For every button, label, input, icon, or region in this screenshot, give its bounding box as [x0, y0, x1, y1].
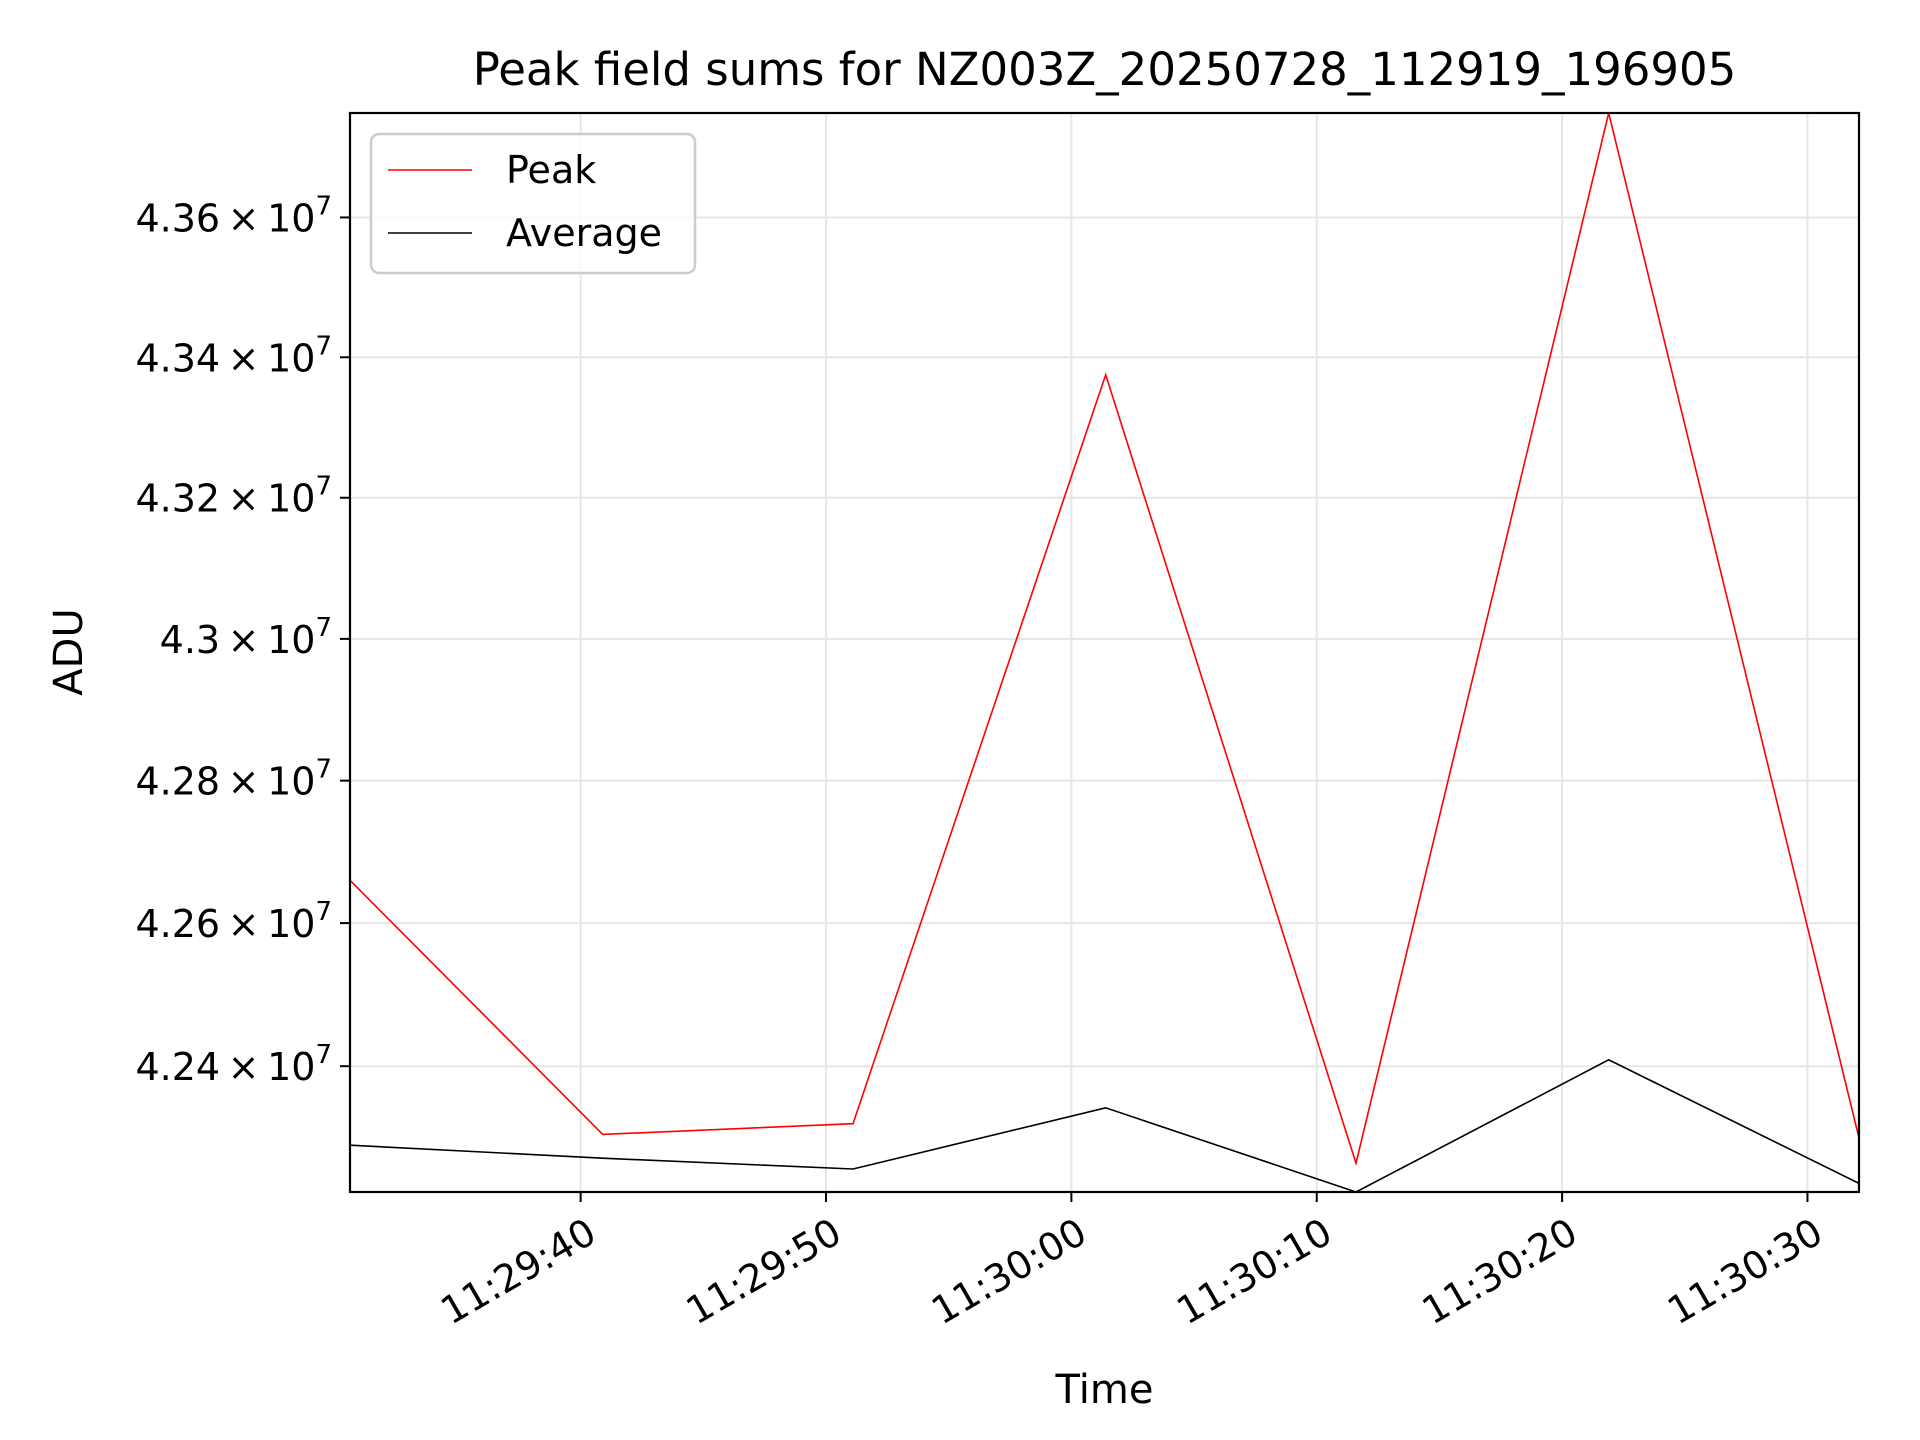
data-point-average-3: [1104, 1106, 1108, 1110]
y-tick-label-4-28: 4.28 × 107: [135, 755, 332, 804]
y-tick-label-4-36: 4.36 × 107: [135, 191, 332, 240]
data-point-average-1: [601, 1156, 605, 1160]
series-line-average: [349, 1058, 1860, 1193]
data-point-peak-2: [851, 1122, 855, 1126]
plot-area-background: [350, 113, 1859, 1192]
data-point-peak-3: [1104, 373, 1108, 377]
y-tick-label-4-34: 4.34 × 107: [135, 331, 332, 380]
data-point-peak-4: [1354, 1161, 1358, 1165]
legend-box: [369, 132, 697, 275]
data-point-average-2: [851, 1167, 855, 1171]
y-axis-label: ADU: [46, 608, 92, 695]
legend-label-peak: Peak: [506, 148, 596, 192]
y-tick-label-4-3: 4.3 × 107: [160, 613, 332, 662]
y-tick-label-4-32: 4.32 × 107: [135, 472, 332, 521]
grid-lines: [350, 113, 1859, 1192]
data-point-average-5: [1607, 1058, 1611, 1062]
plot-frame: [348, 111, 1861, 1194]
y-tick-label-4-24: 4.24 × 107: [135, 1040, 332, 1089]
y-tick-label-4-26: 4.26 × 107: [135, 897, 332, 946]
legend-label-average: Average: [506, 211, 662, 255]
data-point-peak-1: [601, 1132, 605, 1136]
x-axis-label: Time: [1055, 1367, 1154, 1413]
legend: Peak Average: [369, 132, 697, 275]
chart-title: Peak field sums for NZ003Z_20250728_1129…: [473, 43, 1737, 96]
